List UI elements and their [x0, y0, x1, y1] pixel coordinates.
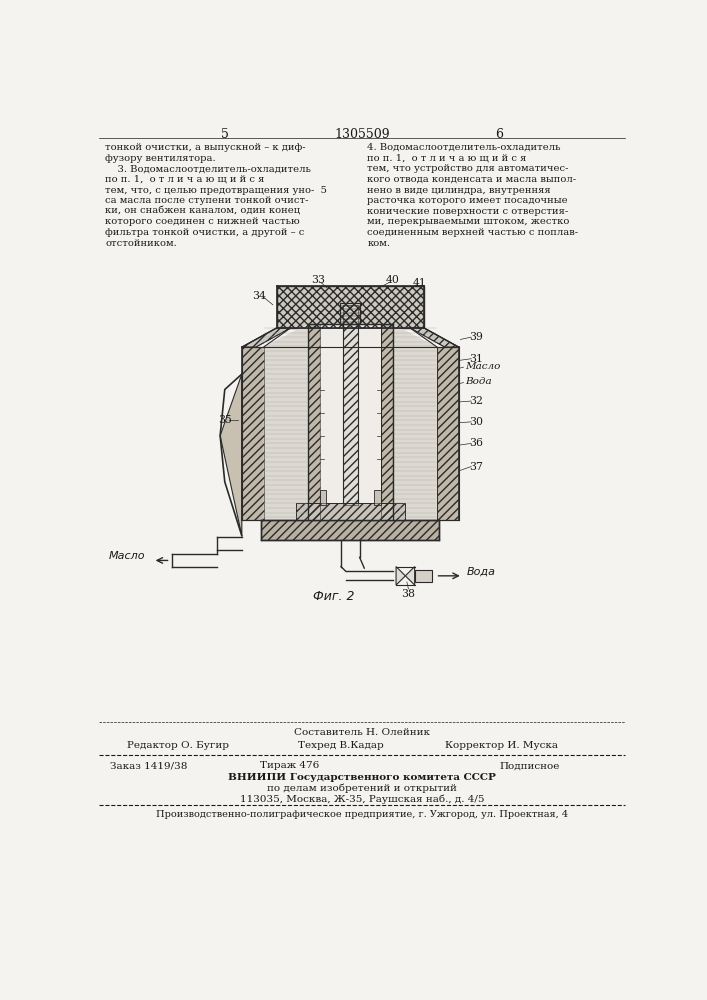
Text: 30: 30 [469, 417, 483, 427]
Text: расточка которого имеет посадочные: расточка которого имеет посадочные [368, 196, 568, 205]
Text: отстойником.: отстойником. [105, 239, 177, 248]
Text: 40: 40 [386, 275, 400, 285]
Text: 39: 39 [469, 332, 483, 342]
Text: тем, что устройство для автоматичес-: тем, что устройство для автоматичес- [368, 164, 569, 173]
Polygon shape [437, 347, 459, 520]
Text: Масло: Масло [465, 362, 501, 371]
Text: Составитель Н. Олейник: Составитель Н. Олейник [294, 728, 430, 737]
Polygon shape [242, 328, 291, 347]
Polygon shape [405, 567, 414, 585]
Polygon shape [242, 347, 264, 520]
Text: Вода: Вода [465, 377, 491, 386]
Text: Тираж 476: Тираж 476 [260, 761, 320, 770]
Text: Корректор И. Муска: Корректор И. Муска [445, 741, 558, 750]
Polygon shape [276, 286, 424, 328]
Text: 33: 33 [311, 275, 325, 285]
Text: 38: 38 [402, 589, 416, 599]
Text: Редактор О. Бугир: Редактор О. Бугир [127, 741, 229, 750]
Text: фильтра тонкой очистки, а другой – с: фильтра тонкой очистки, а другой – с [105, 228, 305, 237]
Text: 4. Водомаслоотделитель-охладитель: 4. Водомаслоотделитель-охладитель [368, 143, 561, 152]
Text: 1305509: 1305509 [334, 128, 390, 141]
Text: 5: 5 [221, 128, 228, 141]
Text: по п. 1,  о т л и ч а ю щ и й с я: по п. 1, о т л и ч а ю щ и й с я [105, 175, 265, 184]
Text: са масла после ступени тонкой очист-: са масла после ступени тонкой очист- [105, 196, 309, 205]
Polygon shape [320, 490, 327, 505]
Polygon shape [261, 520, 440, 540]
Text: кого отвода конденсата и масла выпол-: кого отвода конденсата и масла выпол- [368, 175, 576, 184]
Text: 32: 32 [469, 396, 483, 406]
Text: тем, что, с целью предотвращения уно-  5: тем, что, с целью предотвращения уно- 5 [105, 186, 327, 195]
Text: Заказ 1419/38: Заказ 1419/38 [110, 761, 187, 770]
Text: фузору вентилятора.: фузору вентилятора. [105, 154, 216, 163]
Text: соединенным верхней частью с поплав-: соединенным верхней частью с поплав- [368, 228, 578, 237]
Bar [414, 570, 432, 582]
Polygon shape [320, 324, 380, 520]
Polygon shape [380, 324, 393, 520]
Text: конические поверхности с отверстия-: конические поверхности с отверстия- [368, 207, 568, 216]
Text: Масло: Масло [108, 551, 145, 561]
Text: 35: 35 [218, 415, 232, 425]
Text: 34: 34 [252, 291, 266, 301]
Text: 3. Водомаслоотделитель-охладитель: 3. Водомаслоотделитель-охладитель [105, 164, 311, 173]
Text: 37: 37 [469, 462, 483, 472]
Polygon shape [410, 328, 459, 347]
Text: нено в виде цилиндра, внутренняя: нено в виде цилиндра, внутренняя [368, 186, 551, 195]
Text: ком.: ком. [368, 239, 390, 248]
Text: 36: 36 [469, 438, 483, 448]
Text: 113035, Москва, Ж-35, Раушская наб., д. 4/5: 113035, Москва, Ж-35, Раушская наб., д. … [240, 795, 484, 804]
Text: по делам изобретений и открытий: по делам изобретений и открытий [267, 784, 457, 793]
Polygon shape [343, 305, 358, 505]
Text: 31: 31 [469, 354, 483, 364]
Text: Техред В.Кадар: Техред В.Кадар [298, 741, 383, 750]
Text: Вода: Вода [467, 567, 496, 577]
Text: ми, перекрываемыми штоком, жестко: ми, перекрываемыми штоком, жестко [368, 217, 570, 226]
Text: ВНИИПИ Государственного комитета СССР: ВНИИПИ Государственного комитета СССР [228, 773, 496, 782]
Polygon shape [296, 503, 404, 520]
Polygon shape [396, 567, 405, 585]
Text: Производственно-полиграфическое предприятие, г. Ужгород, ул. Проектная, 4: Производственно-полиграфическое предприя… [156, 810, 568, 819]
Polygon shape [393, 324, 437, 520]
Text: по п. 1,  о т л и ч а ю щ и й с я: по п. 1, о т л и ч а ю щ и й с я [368, 154, 527, 163]
Text: ки, он снабжен каналом, один конец: ки, он снабжен каналом, один конец [105, 207, 300, 216]
Polygon shape [220, 374, 242, 536]
Polygon shape [308, 324, 320, 520]
Text: которого соединен с нижней частью: которого соединен с нижней частью [105, 217, 300, 226]
Text: Фиг. 2: Фиг. 2 [313, 590, 355, 603]
Text: тонкой очистки, а выпускной – к диф-: тонкой очистки, а выпускной – к диф- [105, 143, 306, 152]
Polygon shape [340, 303, 361, 324]
Text: Подписное: Подписное [499, 761, 559, 770]
Polygon shape [264, 324, 308, 520]
Polygon shape [343, 505, 358, 522]
Polygon shape [374, 490, 380, 505]
Text: 6: 6 [495, 128, 503, 141]
Text: 41: 41 [413, 278, 427, 288]
